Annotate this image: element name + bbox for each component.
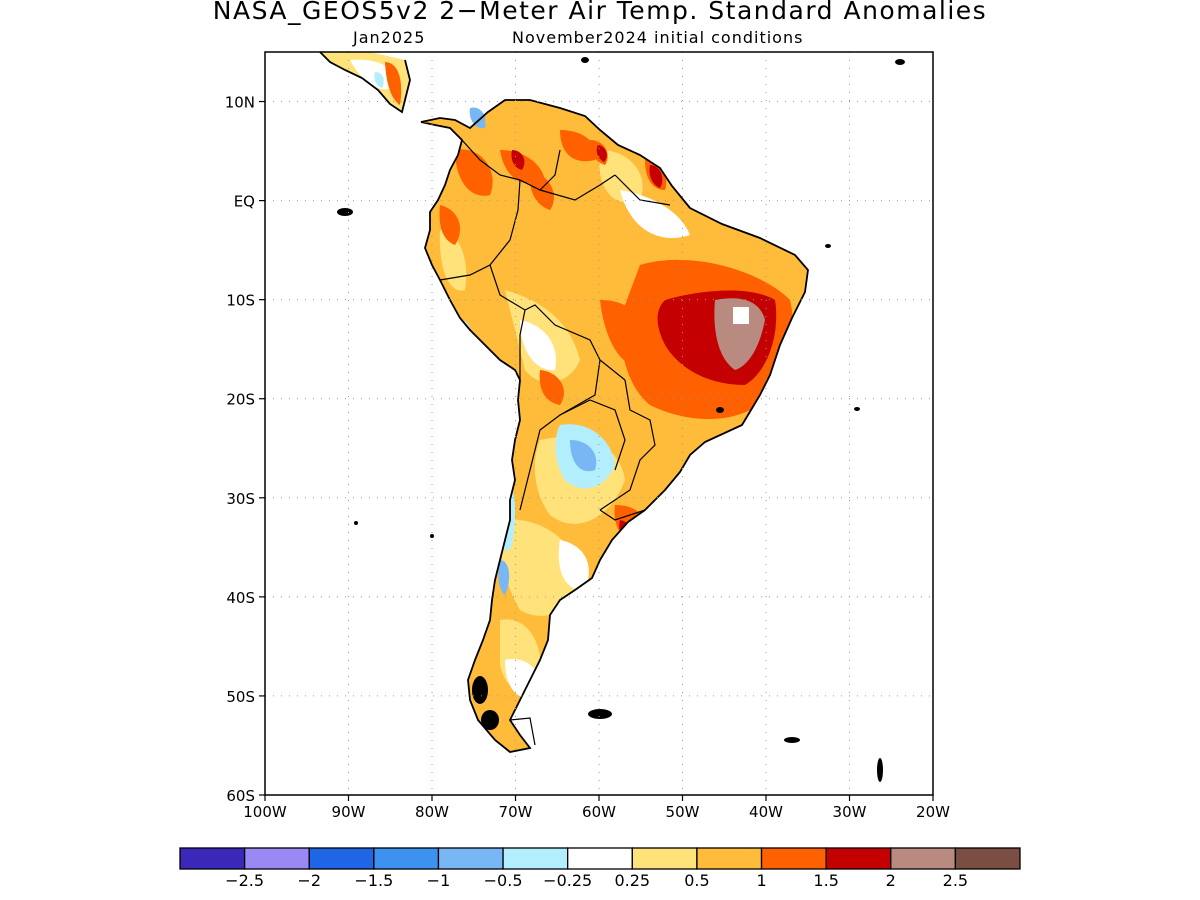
colorbar-label: −2.5 <box>225 871 264 890</box>
island-markers <box>337 57 905 782</box>
longitude-axis: 100W 90W 80W 70W 60W 50W 40W 30W 20W <box>243 795 950 821</box>
colorbar-label: 2.5 <box>943 871 968 890</box>
lon-tick-label: 60W <box>582 803 616 821</box>
lat-tick-label: 10S <box>226 292 255 310</box>
colorbar-swatch <box>179 847 246 870</box>
colorbar-swatch <box>954 847 1021 870</box>
colorbar-swatch <box>243 847 310 870</box>
colorbar-label: −1 <box>427 871 451 890</box>
lat-tick-label: 50S <box>226 688 255 706</box>
lon-tick-label: 70W <box>499 803 533 821</box>
colorbar-swatch <box>890 847 957 870</box>
colorbar-swatch <box>567 847 633 870</box>
lat-tick-label: 40S <box>226 589 255 607</box>
colorbar-swatch <box>825 847 892 870</box>
colorbar-label: 0.25 <box>614 871 650 890</box>
colorbar-swatch <box>308 847 375 870</box>
lon-tick-label: 100W <box>243 803 287 821</box>
colorbar-swatch <box>502 847 569 870</box>
colorbar-label: 2 <box>886 871 896 890</box>
forecast-month: Jan2025 <box>353 28 426 47</box>
colorbar-label: −0.25 <box>543 871 592 890</box>
lat-tick-label: 20S <box>226 391 255 409</box>
colorbar-swatch <box>760 847 827 870</box>
colorbar-label: −1.5 <box>354 871 393 890</box>
initial-conditions: November2024 initial conditions <box>512 28 804 47</box>
map-title: NASA_GEOS5v2 2−Meter Air Temp. Standard … <box>212 0 988 25</box>
country-borders <box>439 139 671 746</box>
colorbar-swatch <box>373 847 440 870</box>
lon-tick-label: 80W <box>415 803 449 821</box>
lat-tick-label: 10N <box>225 94 255 112</box>
lon-tick-label: 20W <box>916 803 950 821</box>
colorbar-swatch <box>631 847 698 870</box>
colorbar-label: 1.5 <box>813 871 838 890</box>
colorbar-swatch <box>437 847 504 870</box>
colorbar-label: 1 <box>756 871 766 890</box>
colorbar-label: −0.5 <box>484 871 523 890</box>
lat-tick-label: 30S <box>226 490 255 508</box>
colorbar-swatch <box>696 847 763 870</box>
lon-tick-label: 90W <box>332 803 366 821</box>
lat-tick-label: EQ <box>234 193 255 211</box>
latitude-axis: 10N EQ 10S 20S 30S 40S 50S 60S <box>225 94 265 805</box>
lat-tick-label: 60S <box>226 787 255 805</box>
colorbar-label: −2 <box>297 871 321 890</box>
colorbar-label: 0.5 <box>684 871 709 890</box>
colorbar: −2.5 −2 −1.5 −1 −0.5 −0.25 0.25 0.5 1 1.5 2 2.5 <box>179 847 1021 890</box>
lon-tick-label: 50W <box>666 803 700 821</box>
lon-tick-label: 40W <box>749 803 783 821</box>
lon-tick-label: 30W <box>833 803 867 821</box>
